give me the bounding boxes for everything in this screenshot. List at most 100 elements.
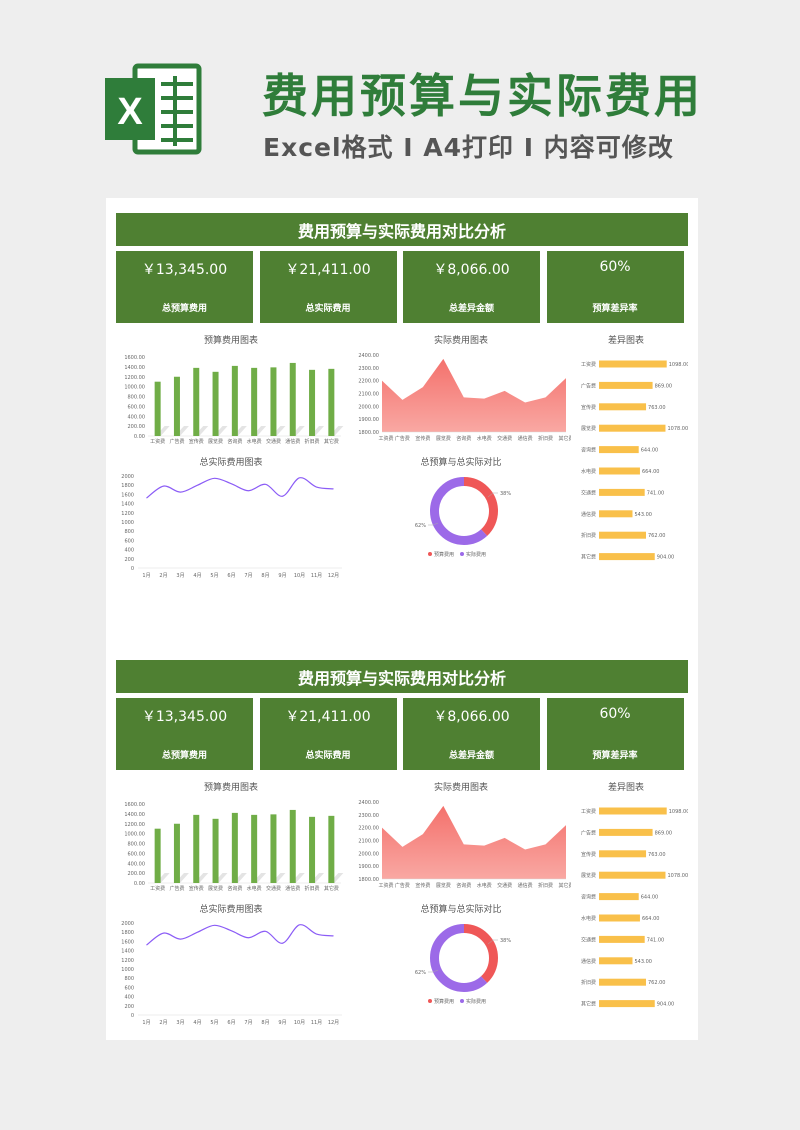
x-tick-label: 1月: [142, 1020, 150, 1026]
y-tick-label: 2100.00: [358, 839, 379, 845]
y-tick-label: 200: [124, 1004, 134, 1010]
y-tick-label: 200.00: [128, 424, 146, 430]
monthly-actual-line: [146, 924, 334, 946]
kpi-value: 60%: [599, 706, 631, 722]
budget-bar-chart: 预算费用图表 0.00 200.00 400.00 600.00 800.00 1000.0…: [116, 331, 346, 456]
y-tick-label: 1400.00: [124, 812, 145, 818]
data-label: 644.00: [641, 448, 659, 454]
legend-label: 预算费用: [434, 551, 454, 558]
budget-bar: [251, 367, 258, 436]
data-label: 62%: [415, 523, 426, 529]
y-tick-label: 1600: [121, 939, 134, 945]
x-tick-label: 5月: [210, 1020, 218, 1026]
dashboard-1: 费用预算与实际费用对比分析 ￥13,345.00 总预算费用 ￥21,411.00 总实…: [116, 213, 688, 613]
x-tick-label: 广告费: [395, 882, 410, 889]
y-tick-label: 0: [131, 566, 134, 572]
x-tick-label: 12月: [328, 573, 339, 579]
data-label: 741.00: [647, 937, 665, 943]
data-label: 1098.00: [669, 362, 688, 368]
y-tick-label: 400: [124, 995, 134, 1001]
y-tick-label: 2100.00: [358, 392, 379, 398]
x-tick-label: 其它费: [558, 882, 571, 889]
x-tick-label: 7月: [244, 573, 252, 579]
budget-actual-donut-chart: 总预算与总实际对比 38% 62% 预算费用 实际费用: [346, 900, 571, 1028]
data-label: 664.00: [642, 469, 660, 475]
chart-title: 差异图表: [608, 334, 644, 346]
x-tick-label: 通信费: [518, 435, 533, 442]
x-tick-label: 4月: [193, 573, 201, 579]
excel-logo-icon: X: [105, 63, 202, 155]
budget-bar: [193, 814, 200, 883]
x-tick-label: 8月: [261, 1020, 269, 1026]
y-tick-label: 1600: [121, 492, 134, 498]
budget-bar: [173, 823, 180, 883]
x-tick-label: 展览费: [436, 882, 451, 889]
kpi-value: 60%: [599, 259, 631, 275]
y-tick-label: 折旧费: [581, 532, 596, 539]
y-tick-label: 2000.00: [358, 851, 379, 857]
y-tick-label: 1200.00: [124, 375, 145, 381]
y-tick-label: 2300.00: [358, 813, 379, 819]
y-tick-label: 400.00: [128, 861, 146, 867]
y-tick-label: 0.00: [134, 881, 145, 887]
budget-bar: [193, 367, 200, 436]
legend-marker: [428, 552, 432, 556]
y-tick-label: 咨询费: [581, 447, 596, 454]
x-tick-label: 折旧费: [538, 435, 553, 442]
actual-slice: [430, 924, 498, 992]
x-tick-label: 宣传费: [415, 882, 430, 889]
x-tick-label: 展览费: [436, 435, 451, 442]
x-tick-label: 工资费: [378, 435, 393, 442]
difference-bar: [599, 1000, 655, 1008]
y-tick-label: 2000: [121, 921, 134, 927]
x-tick-label: 宣传费: [415, 435, 430, 442]
legend-label: 实际费用: [466, 998, 486, 1005]
kpi-card: 60% 预算差异率: [546, 251, 684, 323]
y-tick-label: 1400: [121, 949, 134, 955]
x-tick-label: 咨询费: [227, 438, 242, 445]
kpi-value: ￥13,345.00: [141, 262, 228, 278]
budget-bar: [212, 371, 219, 436]
x-tick-label: 5月: [210, 573, 218, 579]
budget-bar: [270, 367, 277, 436]
y-tick-label: 800: [124, 976, 134, 982]
data-label: 904.00: [657, 555, 675, 561]
chart-title: 实际费用图表: [434, 781, 488, 793]
x-tick-label: 11月: [311, 1020, 322, 1026]
y-tick-label: 1200: [121, 511, 134, 517]
data-label: 644.00: [641, 895, 659, 901]
difference-bar: [599, 893, 639, 901]
x-tick-label: 广告费: [395, 435, 410, 442]
y-tick-label: 1000.00: [124, 832, 145, 838]
x-tick-label: 咨询费: [456, 435, 471, 442]
kpi-card: ￥13,345.00 总预算费用: [116, 251, 253, 323]
x-tick-label: 通信费: [285, 885, 300, 892]
data-label: 741.00: [647, 490, 665, 496]
y-tick-label: 2300.00: [358, 366, 379, 372]
y-tick-label: 1600.00: [124, 802, 145, 808]
data-label: 869.00: [655, 830, 673, 836]
data-label: 543.00: [634, 959, 652, 965]
y-tick-label: 0.00: [134, 434, 145, 440]
difference-bar: [599, 828, 653, 836]
x-tick-label: 折旧费: [305, 438, 320, 445]
data-label: 763.00: [648, 852, 666, 858]
y-tick-label: 400.00: [128, 414, 146, 420]
difference-bar: [599, 531, 646, 539]
difference-bar: [599, 850, 647, 858]
x-tick-label: 12月: [328, 1020, 339, 1026]
budget-bar-chart: 预算费用图表 0.00 200.00 400.00 600.00 800.00 1000.0…: [116, 778, 346, 903]
x-tick-label: 通信费: [285, 438, 300, 445]
budget-bar: [309, 369, 316, 436]
y-tick-label: 1000: [121, 967, 134, 973]
x-tick-label: 水电费: [247, 438, 262, 445]
difference-bar: [599, 403, 647, 411]
y-tick-label: 600: [124, 538, 134, 544]
x-tick-label: 3月: [176, 1020, 184, 1026]
y-tick-label: 600.00: [128, 851, 146, 857]
budget-bar: [212, 818, 219, 883]
data-label: 1078.00: [667, 873, 688, 879]
kpi-label: 预算差异率: [592, 751, 638, 761]
y-tick-label: 1900.00: [358, 417, 379, 423]
kpi-label: 预算差异率: [592, 304, 638, 314]
